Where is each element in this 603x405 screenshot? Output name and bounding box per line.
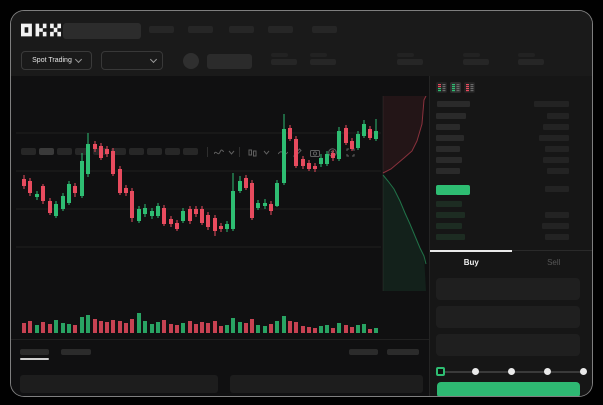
nav-item-3[interactable] <box>229 26 254 33</box>
search-input[interactable] <box>63 23 141 39</box>
ask-row-amount-5 <box>543 157 569 163</box>
last-price-badge[interactable] <box>436 185 470 195</box>
bid-row-price-3[interactable] <box>436 223 462 229</box>
slider-stop-3[interactable] <box>508 368 515 375</box>
slider-stop-5[interactable] <box>580 368 587 375</box>
orderbook-header-price <box>437 101 470 107</box>
ask-row-price-2[interactable] <box>436 124 460 130</box>
market-selector-label: Spot Trading <box>32 57 72 64</box>
ticker-stat-value-2 <box>310 59 336 65</box>
candle-style-icon[interactable] <box>247 147 258 158</box>
chart-footer-tab-1[interactable] <box>20 349 49 355</box>
last-price-amount <box>545 186 569 192</box>
active-tab-underline <box>20 358 49 360</box>
app-window: OKX Spot Trading <box>10 10 593 397</box>
chart-footer-tab-2[interactable] <box>61 349 91 355</box>
pair-dropdown[interactable] <box>101 51 163 70</box>
bid-row-amount-3 <box>542 223 569 229</box>
toolbar-divider <box>207 147 208 157</box>
chevron-down-icon <box>74 55 82 64</box>
book-split-view-icon[interactable] <box>436 82 447 93</box>
chevron-down-icon[interactable] <box>226 147 237 158</box>
top-bar: OKX Spot Trading <box>11 11 592 76</box>
timeframe-button-3[interactable] <box>57 148 72 155</box>
bid-row-amount-2 <box>545 212 569 218</box>
nav-item-2[interactable] <box>188 26 213 33</box>
chart-footer-action-1[interactable] <box>349 349 378 355</box>
buy-submit-button[interactable] <box>437 382 580 396</box>
timeframe-button-6[interactable] <box>111 148 126 155</box>
nav-item-4[interactable] <box>268 26 293 33</box>
ask-row-amount-1 <box>547 113 569 119</box>
pair-name-placeholder <box>207 54 252 69</box>
indicator-icon[interactable] <box>213 147 224 158</box>
timeframe-button-8[interactable] <box>147 148 162 155</box>
timeframe-button-2[interactable] <box>39 148 54 155</box>
ticker-stat-label-3 <box>397 53 414 57</box>
bottom-panel-1 <box>20 375 218 393</box>
ask-row-amount-3 <box>539 135 569 141</box>
orderbook-header-amount <box>534 101 569 107</box>
bid-row-price-1[interactable] <box>436 201 462 207</box>
okx-logo-icon <box>21 23 61 37</box>
book-bids-view-icon[interactable] <box>450 82 461 93</box>
trade-tabs: Buy Sell <box>430 250 592 273</box>
total-input[interactable] <box>436 334 580 356</box>
active-tab-indicator <box>430 250 512 252</box>
timeframe-button-7[interactable] <box>129 148 144 155</box>
timeframe-button-9[interactable] <box>165 148 180 155</box>
book-asks-view-icon[interactable] <box>464 82 475 93</box>
chevron-down-icon <box>149 55 158 64</box>
pair-coin-icon <box>183 53 199 69</box>
ticker-stat-value-4 <box>463 59 489 65</box>
ask-row-amount-2 <box>543 124 569 130</box>
nav-item-1[interactable] <box>149 26 174 33</box>
ticker-stat-value-1 <box>271 59 297 65</box>
timeframe-button-10[interactable] <box>183 148 198 155</box>
market-selector-button[interactable]: Spot Trading <box>21 51 92 70</box>
amount-input[interactable] <box>436 306 580 328</box>
timeframe-button-1[interactable] <box>21 148 36 155</box>
ask-row-price-6[interactable] <box>436 168 460 174</box>
divider <box>11 339 429 340</box>
bid-row-amount-4 <box>545 234 569 240</box>
chart-section <box>11 76 429 396</box>
slider-stop-2[interactable] <box>472 368 479 375</box>
toolbar-divider <box>239 147 240 157</box>
ticker-stat-label-4 <box>463 53 480 57</box>
slider-stop-4[interactable] <box>544 368 551 375</box>
ask-row-price-1[interactable] <box>436 113 466 119</box>
timeframe-button-4[interactable] <box>75 148 90 155</box>
tab-sell[interactable]: Sell <box>547 257 561 267</box>
ticker-stat-value-3 <box>397 59 423 65</box>
bid-row-price-2[interactable] <box>436 212 465 218</box>
chevron-down-icon[interactable] <box>261 147 272 158</box>
ticker-stat-label-1 <box>271 53 288 57</box>
nav-item-5[interactable] <box>312 26 337 33</box>
price-input[interactable] <box>436 278 580 300</box>
candlestick-chart[interactable] <box>16 96 429 341</box>
ask-row-amount-4 <box>545 146 569 152</box>
camera-snapshot-icon[interactable] <box>309 147 320 158</box>
ask-row-price-4[interactable] <box>436 146 460 152</box>
ticker-stat-value-5 <box>518 59 544 65</box>
orderbook-trade-panel: Buy Sell <box>429 76 592 396</box>
bid-row-price-4[interactable] <box>436 234 465 240</box>
ask-row-price-5[interactable] <box>436 157 462 163</box>
bottom-panel-2 <box>230 375 423 393</box>
ticker-stat-label-5 <box>518 53 535 57</box>
ask-row-price-3[interactable] <box>436 135 464 141</box>
tab-buy[interactable]: Buy <box>463 257 479 267</box>
ticker-stat-label-2 <box>310 53 327 57</box>
logo-text: OKX <box>11 11 12 12</box>
slider-stop-1[interactable] <box>436 367 445 376</box>
chart-footer-action-2[interactable] <box>387 349 419 355</box>
ask-row-amount-6 <box>547 168 569 174</box>
